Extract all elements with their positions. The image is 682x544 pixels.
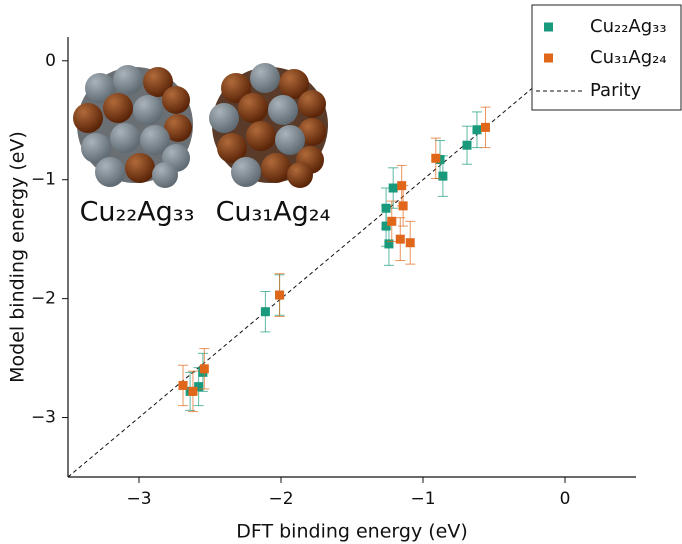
parity-line bbox=[67, 36, 594, 478]
legend-label: Cu₂₂Ag₃₃ bbox=[590, 16, 667, 37]
x-tick-label: 0 bbox=[560, 489, 571, 509]
cluster-image-2 bbox=[209, 63, 328, 188]
point bbox=[388, 183, 398, 193]
point bbox=[381, 221, 391, 231]
point bbox=[431, 153, 441, 163]
point bbox=[381, 203, 391, 213]
y-tick-label: −2 bbox=[31, 289, 56, 309]
y-tick-label: −1 bbox=[31, 170, 56, 190]
y-axis-title: Model binding energy (eV) bbox=[7, 131, 29, 383]
point bbox=[188, 386, 198, 396]
point bbox=[397, 181, 407, 191]
legend-box bbox=[531, 4, 682, 111]
point bbox=[480, 122, 490, 132]
point bbox=[275, 290, 285, 300]
point bbox=[398, 201, 408, 211]
x-tick-label: −3 bbox=[126, 489, 151, 509]
point bbox=[395, 234, 405, 244]
point bbox=[384, 239, 394, 249]
point bbox=[194, 382, 204, 392]
x-axis-title: DFT binding energy (eV) bbox=[236, 521, 468, 543]
legend-marker bbox=[544, 22, 553, 32]
legend-label: Parity bbox=[590, 80, 642, 101]
point bbox=[462, 140, 472, 150]
inset-label: Cu₃₁Ag₂₄ bbox=[216, 197, 331, 228]
point bbox=[199, 364, 209, 374]
legend-marker bbox=[544, 53, 553, 63]
x-tick-label: −2 bbox=[268, 489, 293, 509]
inset-label: Cu₂₂Ag₃₃ bbox=[80, 197, 195, 228]
point bbox=[438, 171, 448, 181]
x-tick-label: −1 bbox=[410, 489, 435, 509]
legend-label: Cu₃₁Ag₂₄ bbox=[590, 47, 667, 68]
point bbox=[387, 216, 397, 226]
point bbox=[405, 238, 415, 248]
point bbox=[178, 380, 188, 390]
point bbox=[472, 125, 482, 135]
y-tick-label: 0 bbox=[45, 51, 56, 71]
y-tick-label: −3 bbox=[31, 408, 56, 428]
point bbox=[260, 307, 270, 317]
cluster-image-1 bbox=[73, 65, 193, 188]
